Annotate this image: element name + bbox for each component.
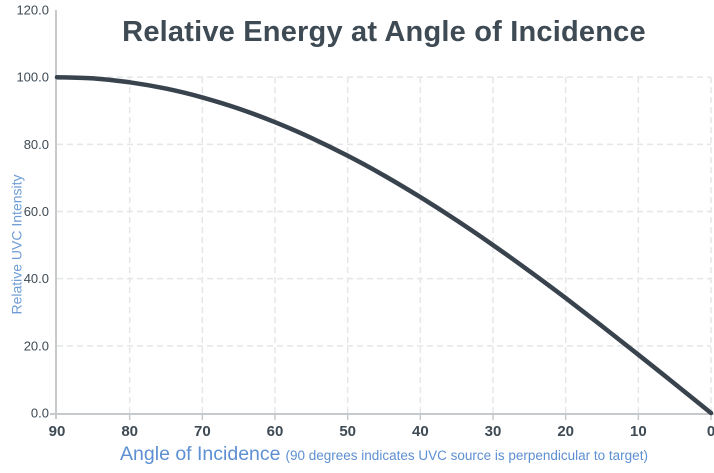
y-tick-label: 20.0 (24, 338, 49, 353)
x-tick-label: 40 (412, 423, 429, 440)
x-tick-label: 60 (267, 423, 284, 440)
y-tick-label: 0.0 (31, 406, 49, 421)
x-axis-title-note: (90 degrees indicates UVC source is perp… (285, 448, 648, 463)
x-axis-title-main: Angle of Incidence (120, 443, 281, 465)
energy-curve (54, 74, 714, 416)
y-tick-label: 40.0 (24, 271, 49, 286)
y-tick-label: 100.0 (16, 70, 49, 85)
chart-title: Relative Energy at Angle of Incidence (122, 16, 646, 48)
x-tick-label: 20 (557, 423, 574, 440)
x-tick-label: 30 (485, 423, 502, 440)
y-tick-label: 60.0 (24, 204, 49, 219)
x-tick-label: 90 (49, 423, 66, 440)
y-tick-label: 80.0 (24, 137, 49, 152)
x-tick-label: 50 (339, 423, 356, 440)
y-axis-title: Relative UVC Intensity (8, 174, 25, 315)
x-tick-label: 0 (707, 423, 714, 440)
x-tick-label: 10 (630, 423, 647, 440)
y-tick-label: 120.0 (16, 3, 49, 18)
x-axis-title: Angle of Incidence (90 degrees indicates … (57, 443, 711, 466)
x-tick-label: 70 (194, 423, 211, 440)
x-tick-label: 80 (121, 423, 138, 440)
